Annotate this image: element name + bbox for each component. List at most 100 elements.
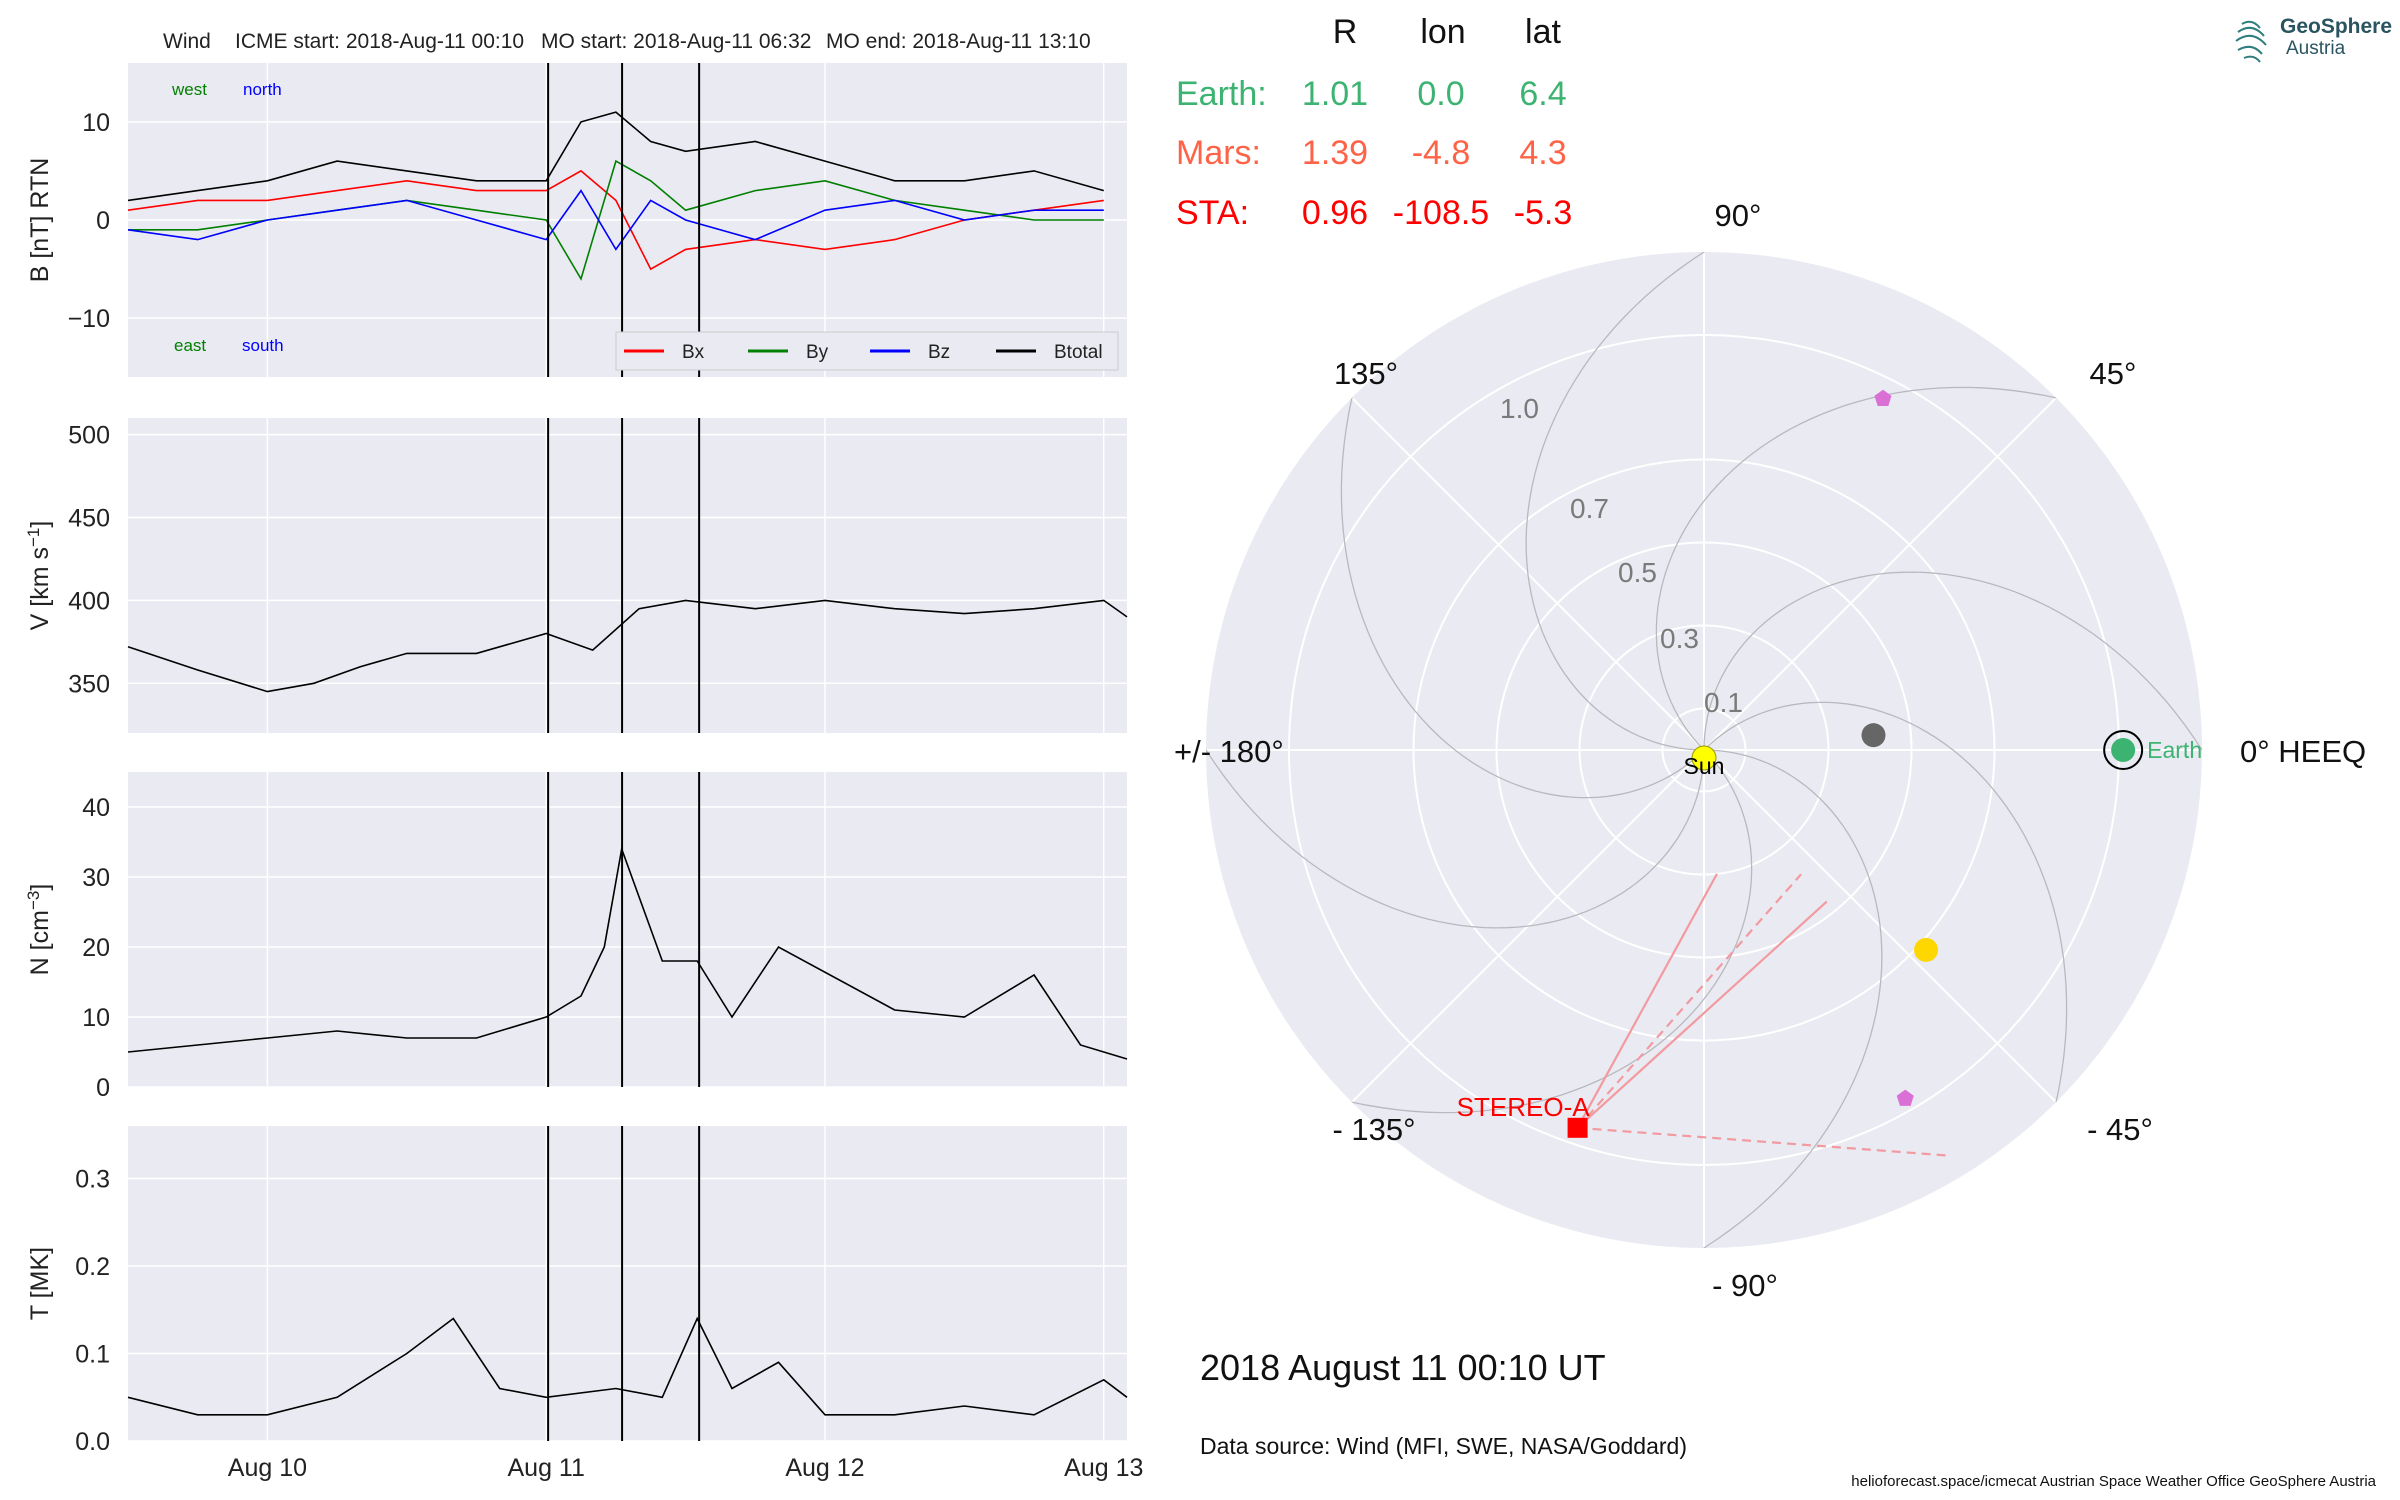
angle-label: - 135°: [1332, 1112, 1415, 1147]
table-cell: 0.0: [1417, 75, 1464, 113]
planet-marker: [1914, 937, 1939, 962]
spiral-line: [1391, 749, 1883, 1248]
table-cell: 1.39: [1302, 134, 1368, 172]
angle-label: 45°: [2090, 356, 2137, 391]
r-tick-label: 0.5: [1618, 557, 1657, 588]
y-tick-label: −10: [68, 305, 110, 333]
earth-label: Earth: [2147, 737, 2202, 763]
angle-label: 135°: [1334, 356, 1398, 391]
y-tick-label: 40: [82, 794, 110, 822]
legend-label: Bz: [928, 342, 950, 363]
y-axis-label: T [MK]: [26, 1247, 54, 1320]
panel-1: −10 0 10 B [nT] RTN: [26, 63, 1127, 377]
y-axis-label: N [cm−3]: [24, 884, 55, 976]
y-axis-label: B [nT] RTN: [26, 158, 54, 283]
angle-label: 90°: [1715, 198, 1762, 233]
table-cell: 1.01: [1302, 75, 1368, 113]
y-tick-label: 350: [68, 670, 110, 698]
mo-end-label: MO end: 2018-Aug-11 13:10: [826, 30, 1091, 53]
planet-marker: [1896, 1089, 1914, 1106]
x-tick-label: Aug 13: [1064, 1454, 1143, 1482]
angle-label: - 45°: [2087, 1112, 2153, 1147]
sun-label: Sun: [1684, 753, 1725, 779]
y-tick-label: 0.1: [75, 1341, 110, 1369]
table-column-header: R: [1333, 13, 1358, 51]
angle-label: - 90°: [1712, 1268, 1778, 1303]
logo-swirl-icon: [2235, 20, 2267, 63]
mo-start-label: MO start: 2018-Aug-11 06:32: [541, 30, 811, 53]
legend-label: By: [806, 342, 829, 363]
data-source-label: Data source: Wind (MFI, SWE, NASA/Goddar…: [1200, 1433, 1687, 1459]
y-tick-label: 0.2: [75, 1253, 110, 1281]
table-cell: 4.3: [1519, 134, 1566, 172]
annotation-south: south: [242, 336, 284, 355]
series-line-value: [127, 599, 1128, 693]
stereo-a-label: STEREO-A: [1457, 1092, 1591, 1122]
table-row-name: Mars:: [1176, 134, 1261, 172]
x-tick-label: Aug 10: [228, 1454, 307, 1482]
fov-line: [1576, 873, 1718, 1129]
series-line-btotal: [127, 111, 1105, 202]
geosphere-logo: GeoSphere Austria: [2235, 15, 2392, 63]
y-axis-label: V [km s−1]: [24, 521, 55, 631]
table-row-name: STA:: [1176, 194, 1249, 232]
table-row-name: Earth:: [1176, 75, 1267, 113]
legend-label: Btotal: [1054, 342, 1103, 363]
annotation-west: west: [171, 80, 207, 99]
series-line-bx: [127, 169, 1104, 271]
panel-background: [128, 1126, 1127, 1441]
r-tick-label: 0.1: [1704, 687, 1743, 718]
table-cell: 0.96: [1302, 194, 1368, 232]
r-tick-label: 0.7: [1570, 493, 1609, 524]
datetime-label: 2018 August 11 00:10 UT: [1200, 1347, 1606, 1388]
angle-label: 0° HEEQ: [2240, 734, 2366, 769]
y-tick-label: 0.3: [75, 1166, 110, 1194]
series-line-bz: [127, 189, 1104, 251]
fov-line: [1576, 900, 1828, 1129]
footer-credits: helioforecast.space/icmecat Austrian Spa…: [1851, 1473, 2376, 1490]
fov-line: [1577, 1126, 1948, 1157]
spiral-line: [1525, 252, 2017, 751]
annotation-east: east: [174, 336, 206, 355]
logo-line1: GeoSphere: [2280, 15, 2392, 38]
table-cell: -4.8: [1412, 134, 1471, 172]
r-tick-label: 1.0: [1500, 393, 1539, 424]
annotation-north: north: [243, 80, 282, 99]
planet-marker: [1861, 723, 1886, 748]
planet-marker: [1874, 389, 1892, 406]
panel-3: 0 10 20 30 40 N [cm−3]: [24, 772, 1128, 1102]
y-tick-label: 30: [82, 864, 110, 892]
y-tick-label: 0.0: [75, 1428, 110, 1456]
icme-start-label: ICME start: 2018-Aug-11 00:10: [235, 30, 524, 53]
legend-label: Bx: [682, 342, 705, 363]
panel-background: [128, 418, 1127, 733]
angle-label: +/- 180°: [1174, 734, 1284, 769]
spiral-line: [1703, 571, 2202, 1063]
table-cell: -108.5: [1393, 194, 1489, 232]
y-tick-label: 10: [82, 109, 110, 137]
logo-line2: Austria: [2286, 38, 2346, 59]
spiral-line: [1206, 437, 1705, 929]
table-cell: -5.3: [1514, 194, 1573, 232]
y-tick-label: 0: [96, 1074, 110, 1102]
y-tick-label: 500: [68, 422, 110, 450]
legend: Bx By Bz Btotal: [615, 331, 1119, 371]
polar-position-plot: 0.1 0.3 0.5 0.7 1.0 0° HEEQ 45° 90° 135° +/- 180°…: [1174, 198, 2366, 1303]
table-column-header: lat: [1525, 13, 1561, 51]
y-tick-label: 10: [82, 1004, 110, 1032]
spacecraft-label: Wind: [163, 30, 211, 53]
x-tick-label: Aug 12: [785, 1454, 864, 1482]
panel-2: 350 400 450 500 V [km s−1]: [24, 418, 1128, 733]
earth-marker: [2111, 738, 2136, 762]
panel-4: 0.0 0.1 0.2 0.3 T [MK]: [26, 1126, 1128, 1456]
table-column-header: lon: [1420, 13, 1465, 51]
y-tick-label: 400: [68, 587, 110, 615]
y-tick-label: 450: [68, 504, 110, 532]
r-tick-label: 0.3: [1660, 623, 1699, 654]
x-tick-label: Aug 11: [507, 1454, 584, 1482]
y-tick-label: 20: [82, 934, 110, 962]
stereo-a-marker: [1567, 1117, 1588, 1138]
earth-ring: [2103, 730, 2144, 770]
